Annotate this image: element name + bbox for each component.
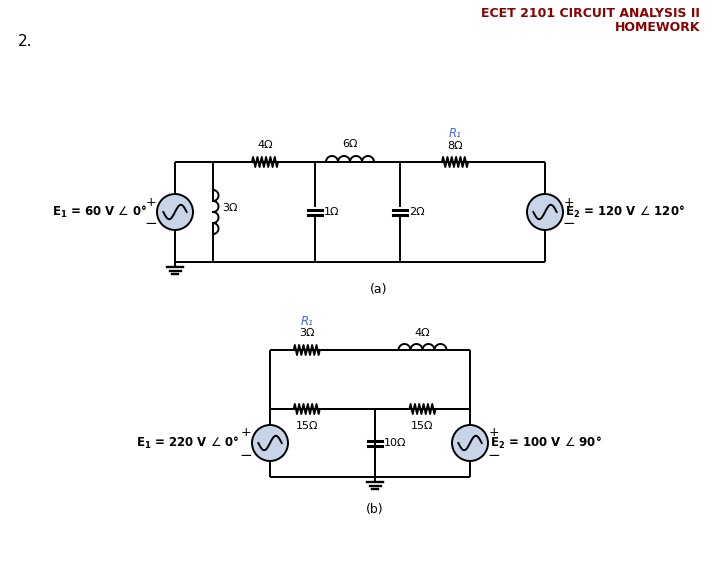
Text: 10Ω: 10Ω (384, 438, 407, 448)
Text: $\mathbf{E_2}$ = 100 V $\angle$ 90°: $\mathbf{E_2}$ = 100 V $\angle$ 90° (490, 435, 602, 451)
Text: (b): (b) (366, 502, 384, 515)
Text: ECET 2101 CIRCUIT ANALYSIS II: ECET 2101 CIRCUIT ANALYSIS II (481, 7, 700, 20)
Circle shape (157, 194, 193, 230)
Text: R₁: R₁ (448, 127, 461, 140)
Text: 3Ω: 3Ω (222, 203, 237, 213)
Text: 15Ω: 15Ω (295, 421, 318, 431)
Text: HOMEWORK: HOMEWORK (614, 21, 700, 34)
Text: R₁: R₁ (300, 315, 313, 328)
Text: $\mathbf{E_1}$ = 60 V $\angle$ 0°: $\mathbf{E_1}$ = 60 V $\angle$ 0° (52, 204, 148, 220)
Text: 4Ω: 4Ω (415, 328, 430, 338)
Circle shape (527, 194, 563, 230)
Text: 4Ω: 4Ω (257, 140, 273, 150)
Text: 15Ω: 15Ω (411, 421, 434, 431)
Text: 2Ω: 2Ω (409, 207, 425, 217)
Text: 1Ω: 1Ω (324, 207, 340, 217)
Text: +: + (488, 427, 499, 439)
Text: +: + (146, 196, 157, 209)
Text: −: − (563, 216, 576, 232)
Text: $\mathbf{E_2}$ = 120 V $\angle$ 120°: $\mathbf{E_2}$ = 120 V $\angle$ 120° (565, 204, 685, 220)
Circle shape (452, 425, 488, 461)
Text: −: − (488, 447, 500, 463)
Text: +: + (563, 196, 574, 209)
Text: −: − (240, 447, 252, 463)
Text: (a): (a) (370, 284, 388, 296)
Text: −: − (144, 216, 157, 232)
Text: +: + (241, 427, 251, 439)
Text: 8Ω: 8Ω (447, 141, 463, 151)
Text: 2.: 2. (18, 34, 32, 49)
Text: $\mathbf{E_1}$ = 220 V $\angle$ 0°: $\mathbf{E_1}$ = 220 V $\angle$ 0° (136, 435, 240, 451)
Circle shape (252, 425, 288, 461)
Text: 6Ω: 6Ω (342, 139, 358, 149)
Text: 3Ω: 3Ω (299, 328, 315, 338)
